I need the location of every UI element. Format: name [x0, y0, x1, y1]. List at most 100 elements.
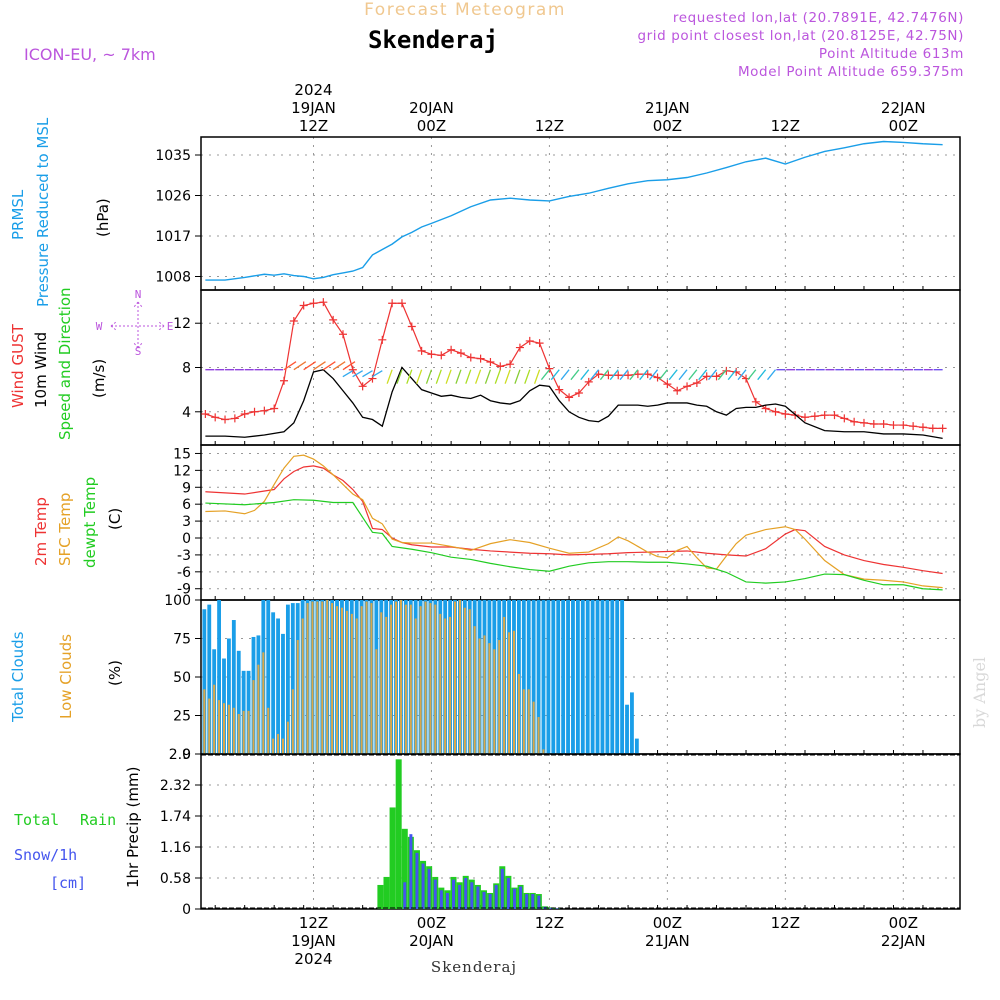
total-cloud-bar	[585, 600, 590, 754]
gust-marker	[535, 339, 544, 348]
gust-marker	[456, 349, 465, 358]
low-cloud-bar	[434, 604, 437, 754]
snow-bar	[421, 863, 425, 909]
wind-direction-arrow	[406, 369, 413, 384]
gust-marker	[506, 360, 515, 369]
total-cloud-bar	[217, 600, 221, 754]
gust-marker	[614, 371, 623, 380]
pressure-panel: 1008 1017 1026 1035	[155, 136, 961, 291]
wind-direction-arrow	[747, 369, 757, 381]
top-time-label-3-0: 21JAN	[645, 99, 690, 117]
compass-north: N	[135, 288, 142, 301]
gust-marker	[889, 421, 898, 430]
wind-direction-arrow	[313, 361, 326, 371]
total-cloud-bar	[556, 600, 561, 754]
requested-coords: requested lon,lat (20.7891E, 42.7476N)	[673, 10, 964, 26]
low-cloud-bar	[316, 601, 319, 754]
gust-marker	[732, 367, 741, 376]
wind-direction-arrow	[599, 369, 609, 381]
gust-marker	[869, 419, 878, 428]
wind-direction-arrow	[494, 369, 501, 384]
low-cloud-bar	[449, 616, 452, 754]
snow-bar	[531, 894, 535, 909]
low-cloud-bar	[522, 689, 525, 754]
gust-marker	[801, 413, 809, 422]
temp-ytick-label-2: -3	[177, 548, 191, 564]
temp-unit: (C)	[106, 508, 124, 530]
wind-direction-arrow	[425, 369, 433, 384]
wind-line	[205, 366, 943, 439]
total-cloud-bar	[615, 600, 620, 754]
gust-marker	[604, 371, 613, 380]
gust-marker	[407, 322, 416, 331]
low-cloud-bar	[262, 652, 265, 754]
wind-direction-arrow	[688, 369, 698, 381]
gust-marker	[584, 377, 593, 386]
low-cloud-bar	[375, 649, 378, 754]
gust-marker	[437, 351, 446, 360]
temp-label-2: SFC Temp	[56, 493, 74, 566]
low-cloud-bar	[463, 607, 466, 754]
wind-ytick-label-2: 12	[173, 316, 191, 332]
temp-frame	[200, 444, 961, 601]
wind-direction-arrow	[580, 369, 590, 381]
temp-ytick-label-0: -9	[177, 582, 191, 598]
low-cloud-bar	[340, 607, 343, 754]
snow-bar	[555, 908, 559, 909]
compass-west: W	[96, 320, 103, 333]
temp-label-3: dewpt Temp	[81, 477, 99, 568]
wind-direction-arrow	[658, 369, 668, 381]
gust-marker	[545, 364, 554, 373]
total-cloud-bar	[285, 604, 290, 754]
gust-marker	[899, 421, 908, 430]
top-time-label-0-2: 12Z	[299, 117, 328, 135]
gust-marker	[358, 382, 367, 391]
low-cloud-bar	[355, 618, 358, 754]
low-cloud-bar	[493, 649, 496, 754]
low-cloud-bar	[345, 610, 348, 754]
total-cloud-bar	[620, 600, 625, 754]
low-cloud-bar	[503, 616, 506, 754]
wind-direction-arrow	[570, 369, 580, 381]
wind-direction-arrow	[639, 369, 649, 381]
low-clouds-label: Low Clouds	[57, 634, 75, 719]
gust-marker	[388, 299, 397, 308]
low-cloud-bar	[468, 609, 471, 754]
low-cloud-bar	[321, 601, 324, 754]
cloud-labels: Total Clouds Low Clouds (%)	[9, 631, 124, 723]
gust-marker	[466, 353, 475, 362]
gust-marker	[918, 423, 927, 432]
snow-bar	[482, 891, 486, 909]
top-time-label-0-1: 19JAN	[291, 99, 336, 117]
total-cloud-bar	[571, 600, 575, 754]
wind-direction-arrow	[322, 361, 336, 371]
snow-bar	[409, 834, 413, 909]
total-cloud-bar	[202, 609, 207, 754]
temp-label-1: 2m Temp	[32, 497, 50, 566]
precip-ytick-label-2: 1.16	[160, 840, 191, 856]
gust-marker	[476, 354, 485, 363]
low-cloud-bar	[537, 717, 540, 754]
gust-marker	[525, 336, 534, 345]
rain-bar	[383, 876, 390, 909]
wind-direction-arrow	[757, 369, 767, 381]
gust-marker	[683, 382, 692, 391]
gust-marker	[319, 298, 328, 307]
gust-marker	[289, 317, 298, 325]
low-cloud-bar	[527, 689, 530, 754]
snow-bar	[458, 884, 462, 909]
precip-ytick-label-5: 2.9	[169, 747, 191, 763]
snow-bar	[476, 886, 480, 909]
low-cloud-bar	[517, 673, 520, 754]
low-cloud-bar	[277, 733, 280, 754]
rain-bar	[389, 807, 396, 909]
wind-unit: (m/s)	[90, 359, 108, 398]
gust-marker	[486, 357, 495, 366]
total-cloud-bar	[271, 612, 276, 754]
gust-marker	[928, 424, 937, 433]
gust-marker	[633, 370, 642, 379]
wind-direction-arrow	[484, 369, 492, 384]
low-cloud-bar	[227, 704, 230, 754]
wind-direction-arrow	[342, 370, 354, 378]
low-cloud-bar	[453, 601, 457, 754]
